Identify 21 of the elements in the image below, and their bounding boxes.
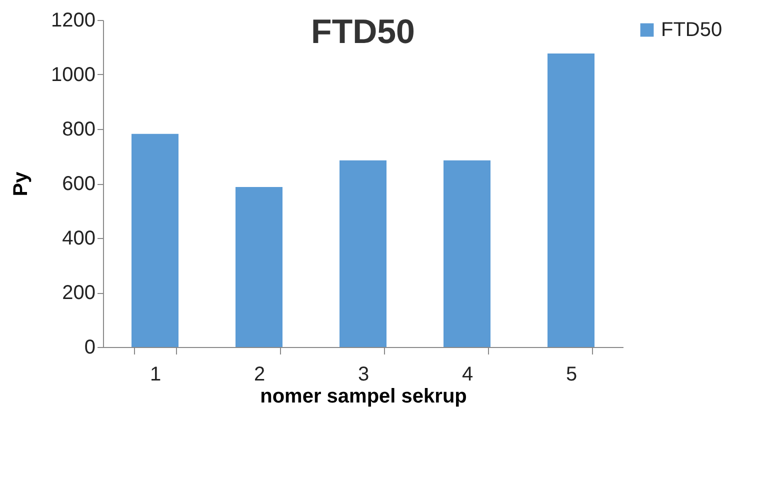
y-tick-label: 1200: [51, 10, 96, 32]
x-tick-label: 1: [150, 364, 162, 386]
bar: [444, 160, 490, 347]
x-axis-title: nomer sampel sekrup: [260, 386, 467, 408]
y-tick-label: 400: [62, 228, 96, 250]
y-tick-label: 1000: [51, 64, 96, 86]
chart-title: FTD50: [311, 13, 415, 51]
bar: [132, 134, 178, 347]
y-tick-label: 600: [62, 173, 96, 195]
x-tick-label: 5: [566, 364, 578, 386]
bar: [548, 54, 594, 347]
y-tick-label: 0: [84, 336, 96, 358]
legend-label: FTD50: [661, 19, 722, 41]
x-tick-label: 4: [462, 364, 474, 386]
y-tick-label: 800: [62, 118, 96, 140]
y-tick-label: 200: [62, 282, 96, 304]
y-axis-title: Py: [10, 170, 32, 196]
bar: [236, 187, 282, 347]
x-tick-label: 2: [254, 364, 266, 386]
x-tick-label: 3: [358, 364, 370, 386]
bar: [340, 160, 386, 347]
